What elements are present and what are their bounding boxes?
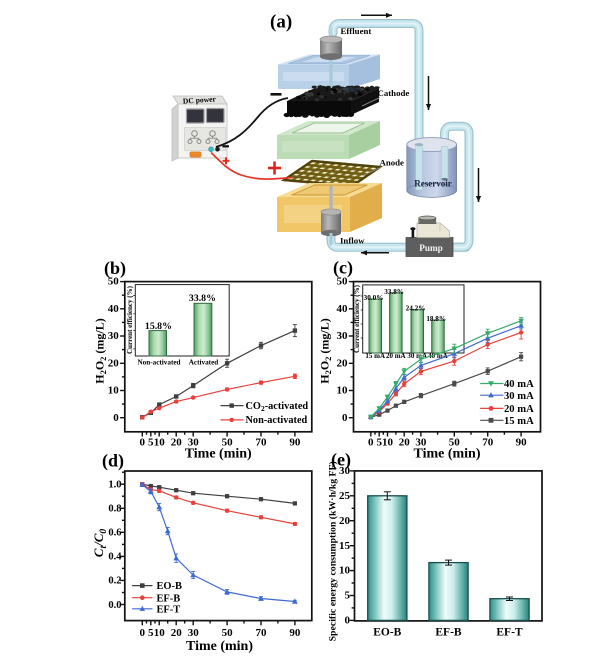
svg-text:Effluent: Effluent bbox=[341, 26, 372, 36]
svg-text:(e): (e) bbox=[331, 450, 351, 471]
svg-text:0: 0 bbox=[140, 627, 146, 639]
svg-text:Non-activated: Non-activated bbox=[137, 358, 180, 366]
svg-text:20: 20 bbox=[399, 436, 411, 448]
svg-text:33.8%: 33.8% bbox=[384, 288, 404, 296]
svg-text:Current efficiency (%): Current efficiency (%) bbox=[126, 285, 134, 354]
svg-text:40 mA: 40 mA bbox=[428, 352, 448, 360]
svg-text:20: 20 bbox=[171, 627, 183, 639]
svg-text:50: 50 bbox=[108, 276, 120, 288]
svg-text:70: 70 bbox=[256, 436, 268, 448]
svg-text:0.8: 0.8 bbox=[108, 504, 121, 515]
svg-text:90: 90 bbox=[289, 627, 301, 639]
svg-text:30: 30 bbox=[339, 465, 351, 477]
svg-text:EF-T: EF-T bbox=[157, 604, 181, 615]
svg-text:10: 10 bbox=[337, 385, 349, 397]
svg-text:Current efficiency (%): Current efficiency (%) bbox=[353, 284, 361, 353]
svg-text:30: 30 bbox=[188, 627, 200, 639]
svg-text:70: 70 bbox=[482, 436, 494, 448]
svg-text:20: 20 bbox=[108, 357, 120, 369]
svg-text:0.4: 0.4 bbox=[108, 552, 122, 563]
svg-text:20 mA: 20 mA bbox=[504, 404, 534, 415]
svg-text:50: 50 bbox=[449, 436, 461, 448]
svg-text:30: 30 bbox=[188, 436, 200, 448]
svg-text:Time (min): Time (min) bbox=[186, 639, 253, 654]
svg-text:50: 50 bbox=[337, 276, 349, 288]
svg-text:70: 70 bbox=[256, 627, 268, 639]
svg-text:25: 25 bbox=[339, 490, 351, 502]
svg-text:10: 10 bbox=[154, 436, 166, 448]
svg-text:50: 50 bbox=[222, 627, 234, 639]
svg-text:20: 20 bbox=[171, 436, 183, 448]
svg-text:15.8%: 15.8% bbox=[145, 321, 172, 332]
svg-text:15 mA: 15 mA bbox=[365, 352, 385, 360]
svg-text:15: 15 bbox=[339, 540, 351, 552]
svg-text:0.6: 0.6 bbox=[108, 528, 121, 539]
svg-text:Time (min): Time (min) bbox=[185, 446, 252, 461]
svg-text:Reservoir: Reservoir bbox=[414, 178, 451, 188]
svg-text:10: 10 bbox=[339, 565, 351, 577]
svg-text:50: 50 bbox=[222, 436, 234, 448]
svg-text:10: 10 bbox=[382, 436, 394, 448]
svg-text:30 mA: 30 mA bbox=[407, 352, 427, 360]
svg-text:15 mA: 15 mA bbox=[504, 416, 534, 427]
svg-text:40: 40 bbox=[108, 303, 120, 315]
svg-text:(d): (d) bbox=[102, 450, 124, 471]
svg-text:5: 5 bbox=[376, 436, 382, 448]
svg-text:DC power: DC power bbox=[182, 94, 216, 105]
svg-text:0.2: 0.2 bbox=[108, 576, 121, 587]
svg-text:30: 30 bbox=[108, 330, 120, 342]
svg-text:Activated: Activated bbox=[189, 358, 219, 366]
svg-text:90: 90 bbox=[289, 436, 301, 448]
svg-text:30: 30 bbox=[337, 330, 349, 342]
svg-text:EF-B: EF-B bbox=[435, 627, 462, 639]
svg-text:Pump: Pump bbox=[419, 243, 443, 253]
svg-text:24.2%: 24.2% bbox=[406, 305, 426, 313]
svg-text:20: 20 bbox=[337, 357, 349, 369]
svg-text:18.8%: 18.8% bbox=[426, 315, 446, 323]
svg-text:0.0: 0.0 bbox=[108, 600, 121, 611]
svg-text:10: 10 bbox=[154, 627, 166, 639]
svg-text:5: 5 bbox=[148, 436, 154, 448]
svg-text:Time (min): Time (min) bbox=[413, 446, 480, 461]
svg-text:EF-B: EF-B bbox=[157, 593, 181, 604]
svg-text:Cathode: Cathode bbox=[378, 88, 410, 98]
svg-text:H2O2 (mg/L): H2O2 (mg/L) bbox=[318, 318, 334, 384]
svg-text:20 mA: 20 mA bbox=[386, 352, 406, 360]
svg-text:Specific energy consumption (k: Specific energy consumption (kW·h/kg FF) bbox=[327, 461, 338, 641]
svg-text:5: 5 bbox=[345, 590, 351, 602]
svg-text:30: 30 bbox=[415, 436, 427, 448]
svg-text:30 mA: 30 mA bbox=[504, 391, 534, 402]
svg-text:Ct/C0: Ct/C0 bbox=[91, 529, 109, 558]
svg-text:(b): (b) bbox=[104, 258, 126, 279]
svg-text:0: 0 bbox=[342, 412, 348, 424]
svg-text:0: 0 bbox=[345, 615, 351, 627]
svg-text:90: 90 bbox=[516, 436, 528, 448]
svg-text:10: 10 bbox=[108, 385, 120, 397]
svg-text:EO-B: EO-B bbox=[373, 627, 401, 639]
svg-text:0: 0 bbox=[140, 436, 146, 448]
svg-text:H2O2 (mg/L): H2O2 (mg/L) bbox=[93, 318, 109, 384]
svg-text:EO-B: EO-B bbox=[157, 581, 182, 592]
svg-text:0: 0 bbox=[113, 412, 119, 424]
svg-text:33.8%: 33.8% bbox=[189, 293, 216, 304]
svg-text:30.0%: 30.0% bbox=[364, 294, 384, 302]
svg-text:CO2-activated: CO2-activated bbox=[246, 401, 309, 413]
svg-text:EF-T: EF-T bbox=[496, 627, 523, 639]
svg-text:40: 40 bbox=[337, 303, 349, 315]
svg-text:Non-activated: Non-activated bbox=[246, 415, 308, 426]
svg-text:Inflow: Inflow bbox=[340, 236, 365, 246]
svg-text:1.0: 1.0 bbox=[108, 480, 121, 491]
svg-text:(c): (c) bbox=[333, 258, 353, 279]
svg-text:40 mA: 40 mA bbox=[504, 379, 534, 390]
svg-text:20: 20 bbox=[339, 515, 351, 527]
svg-text:(a): (a) bbox=[270, 11, 292, 32]
svg-text:0: 0 bbox=[368, 436, 374, 448]
svg-text:5: 5 bbox=[148, 627, 154, 639]
svg-text:Anode: Anode bbox=[380, 158, 405, 168]
